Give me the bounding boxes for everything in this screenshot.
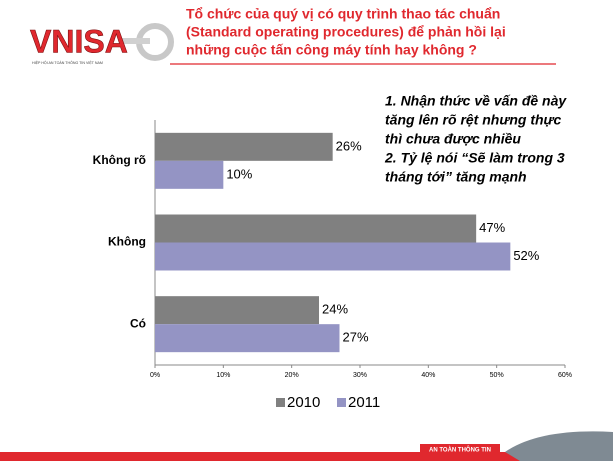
footer-swoosh: [505, 431, 613, 461]
value-label: 47%: [479, 220, 505, 235]
x-tick-label: 10%: [216, 372, 230, 379]
x-tick-label: 50%: [490, 372, 504, 379]
value-label: 10%: [226, 166, 252, 181]
value-label: 27%: [343, 330, 369, 345]
bar: [155, 214, 477, 243]
x-tick-label: 60%: [558, 372, 572, 379]
logo-subtitle: HIỆP HỘI AN TOÀN THÔNG TIN VIỆT NAM: [32, 60, 103, 65]
title-line: (Standard operating procedures) để phản …: [186, 24, 506, 40]
bar: [155, 324, 340, 353]
annotation-line: 2. Tỷ lệ nói “Sẽ làm trong 3: [384, 150, 565, 166]
key-icon: [120, 38, 150, 44]
footer-bar: [0, 452, 613, 461]
category-label: Không rõ: [93, 153, 146, 167]
value-label: 52%: [513, 248, 539, 263]
annotation-line: 1. Nhận thức về vấn đề này: [385, 93, 567, 109]
x-tick-label: 0%: [150, 372, 160, 379]
category-label: Có: [130, 316, 146, 330]
x-tick-label: 30%: [353, 372, 367, 379]
legend-swatch: [276, 398, 285, 407]
title-line: Tổ chức của quý vị có quy trình thao tác…: [186, 6, 500, 22]
category-label: Không: [108, 235, 146, 249]
annotation-line: thì chưa được nhiều: [385, 131, 521, 147]
footer-text: AN TOÀN THÔNG TIN: [429, 446, 491, 454]
bar: [155, 132, 333, 161]
x-tick-label: 20%: [285, 372, 299, 379]
title-line: những cuộc tấn công máy tính hay không ?: [186, 42, 477, 58]
bar: [155, 160, 224, 189]
logo-text: VNISA: [30, 23, 128, 59]
annotation-line: tháng tới” tăng mạnh: [385, 169, 527, 185]
legend-label: 2011: [348, 394, 380, 411]
footer-tab: [420, 444, 500, 454]
value-label: 24%: [322, 302, 348, 317]
legend-swatch: [337, 398, 346, 407]
bar: [155, 242, 511, 271]
annotation-line: tăng lên rõ rệt nhưng thực: [385, 112, 562, 128]
legend-label: 2010: [287, 394, 320, 411]
bar: [155, 296, 319, 325]
x-tick-label: 40%: [421, 372, 435, 379]
value-label: 26%: [336, 138, 362, 153]
